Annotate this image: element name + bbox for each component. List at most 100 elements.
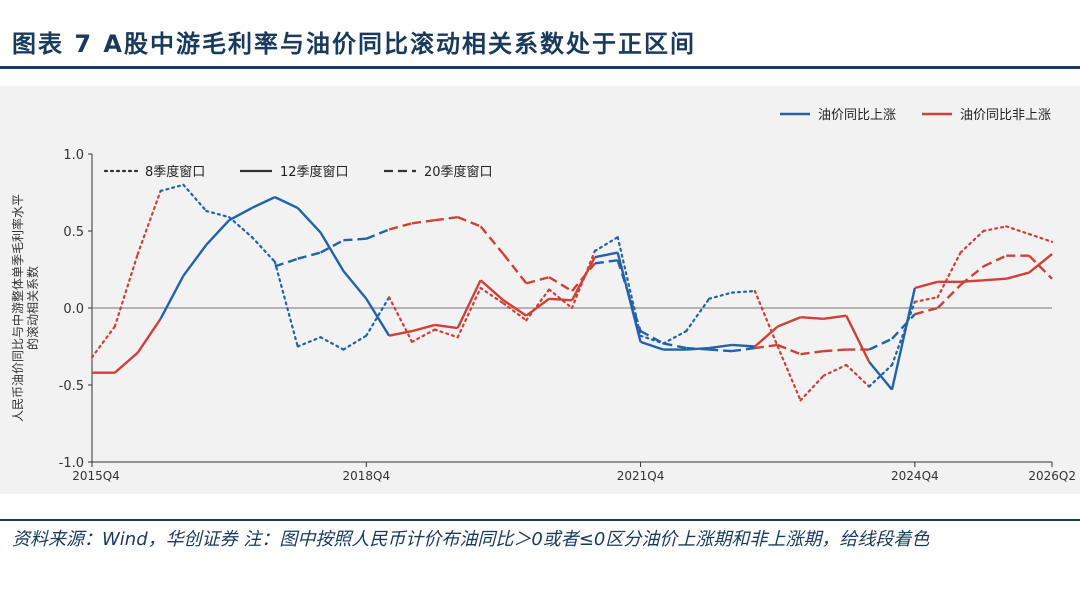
y-axis-label: 人民币油价同比与中游整体单季毛利率水平的滚动相关系数	[10, 194, 40, 422]
x-tick-label: 2021Q4	[617, 469, 665, 483]
line-segment	[502, 253, 528, 285]
x-tick-label: 2015Q4	[72, 469, 120, 483]
line-segment	[891, 313, 916, 340]
line-segment	[319, 231, 345, 272]
line-segment	[777, 316, 802, 328]
line-segment	[640, 330, 664, 345]
line-segment	[959, 265, 985, 286]
legend-style-label: 12季度窗口	[280, 164, 349, 180]
line-segment	[593, 236, 619, 253]
line-segment	[502, 299, 527, 317]
line-segment	[845, 315, 871, 363]
legend-color-label: 油价同比非上涨	[960, 108, 1051, 123]
line-segment	[274, 196, 299, 209]
y-tick-label: 1.0	[63, 148, 84, 163]
line-segment	[479, 286, 505, 305]
line-segment	[113, 253, 139, 328]
legend-style-label: 8季度窗口	[145, 164, 205, 180]
line-segment	[549, 297, 573, 302]
line-segment	[754, 343, 778, 350]
y-tick-label: 0.0	[63, 302, 84, 317]
line-segment	[296, 207, 322, 234]
y-tick-label: -1.0	[59, 456, 84, 471]
x-tick-label: 2024Q4	[891, 469, 939, 483]
line-segment	[479, 279, 505, 302]
line-segment	[479, 225, 505, 255]
line-segment	[159, 275, 185, 320]
source-note: 资料来源：Wind，华创证券 注：图中按照人民币计价布油同比＞0或者≤0区分油价…	[12, 529, 930, 550]
line-segment	[296, 336, 322, 348]
line-segment	[525, 288, 551, 322]
line-segment	[662, 330, 688, 345]
figure-title: 图表 7 A股中游毛利率与油价同比滚动相关系数处于正区间	[12, 30, 696, 58]
line-segment	[1028, 254, 1053, 280]
line-segment	[982, 254, 1007, 268]
line-segment	[365, 228, 390, 240]
line-segment	[434, 215, 458, 222]
title-bar: 图表 7 A股中游毛利率与油价同比滚动相关系数处于正区间	[0, 0, 1080, 70]
line-segment	[182, 183, 208, 213]
line-segment	[823, 314, 847, 320]
line-segment	[136, 318, 162, 354]
series-solid	[92, 196, 1053, 391]
line-segment	[1005, 271, 1030, 280]
chart-panel: 1.0 0.5 0.0 -0.5 -1.0 2015Q4 2018Q4 2021Q4 2024Q…	[0, 86, 1080, 494]
line-segment	[250, 236, 276, 263]
line-segment	[228, 216, 254, 239]
line-segment	[502, 302, 528, 322]
line-segment	[525, 297, 550, 317]
line-segment	[708, 291, 734, 300]
legend: 油价同比上涨 油价同比非上涨 8季度窗口 12季度窗口 20季度窗口	[103, 108, 1051, 180]
line-segment	[434, 323, 458, 330]
line-segment	[457, 216, 482, 228]
line-segment	[754, 325, 779, 348]
line-segment	[90, 325, 116, 359]
line-segment	[800, 349, 824, 356]
line-segment	[616, 252, 642, 343]
line-segment	[228, 206, 253, 222]
line-segment	[388, 296, 414, 343]
line-segment	[753, 289, 779, 348]
line-segment	[708, 343, 733, 350]
line-segment	[320, 239, 344, 254]
line-segment	[1028, 232, 1054, 243]
line-segment	[982, 225, 1008, 233]
legend-color-label: 油价同比上涨	[818, 108, 896, 123]
line-segment	[594, 259, 618, 265]
line-segment	[776, 345, 802, 402]
x-tick-label: 2026Q2	[1028, 469, 1076, 483]
title-underline	[0, 66, 1080, 69]
line-segment	[936, 251, 962, 299]
line-segment	[709, 348, 733, 353]
line-segment	[983, 277, 1007, 282]
line-segment	[548, 276, 573, 293]
line-segment	[456, 279, 482, 329]
line-segment	[868, 361, 893, 391]
line-segment	[868, 337, 893, 351]
line-segment	[914, 280, 939, 290]
x-tick-label: 2018Q4	[342, 469, 390, 483]
line-segment	[959, 229, 985, 254]
line-segment	[319, 336, 345, 351]
line-segment	[890, 287, 917, 390]
line-segment	[731, 343, 755, 348]
line-segment	[136, 189, 162, 256]
line-segment	[868, 363, 894, 388]
line-segment	[616, 259, 642, 332]
line-segment	[297, 251, 321, 260]
legend-style-label: 20季度窗口	[424, 164, 493, 180]
line-segment	[890, 300, 916, 367]
line-segment	[685, 297, 711, 333]
y-tick-label: -0.5	[59, 379, 84, 394]
footer-rule	[0, 519, 1080, 521]
line-segment	[640, 340, 664, 351]
line-segment	[731, 346, 756, 353]
line-segment	[663, 342, 687, 350]
line-segment	[205, 219, 231, 246]
line-segment	[594, 251, 618, 259]
line-segment	[388, 329, 413, 337]
series-dashed	[274, 215, 1053, 356]
line-segment	[1005, 225, 1031, 236]
